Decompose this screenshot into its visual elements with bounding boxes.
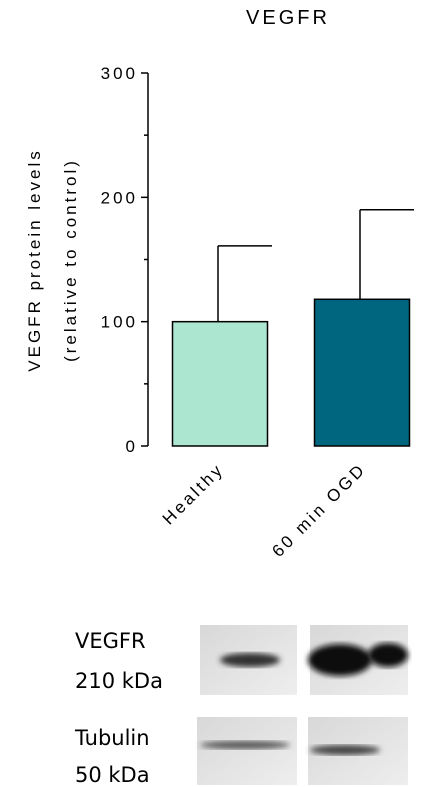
x-tick-label: Healthy: [159, 459, 228, 528]
blot-label: VEGFR: [75, 629, 146, 653]
y-tick-label: 200: [101, 188, 138, 207]
blot-label: Tubulin: [74, 726, 150, 750]
blot-band: [368, 643, 408, 667]
y-tick-label: 100: [101, 313, 138, 332]
blot-panel: VEGFR 210 kDa Tubulin 50 kDa: [74, 625, 408, 787]
blot-band: [310, 745, 380, 755]
figure: VEGFR VEGFR protein levels (relative to …: [0, 0, 423, 787]
bar: [315, 299, 410, 446]
blot-band: [200, 741, 290, 749]
y-axis-label: (relative to control): [61, 158, 80, 362]
blot-size: 50 kDa: [75, 763, 150, 787]
x-tick-label: 60 min OGD: [268, 459, 369, 560]
blot-band: [220, 653, 280, 667]
bar: [173, 322, 268, 446]
blot-band: [308, 644, 372, 676]
blot-size: 210 kDa: [75, 669, 163, 693]
y-tick-label: 300: [101, 64, 138, 83]
y-tick-label: 0: [126, 437, 138, 456]
y-axis-label: VEGFR protein levels: [25, 148, 44, 371]
blot-image: [197, 717, 297, 785]
chart-title: VEGFR: [246, 7, 330, 29]
